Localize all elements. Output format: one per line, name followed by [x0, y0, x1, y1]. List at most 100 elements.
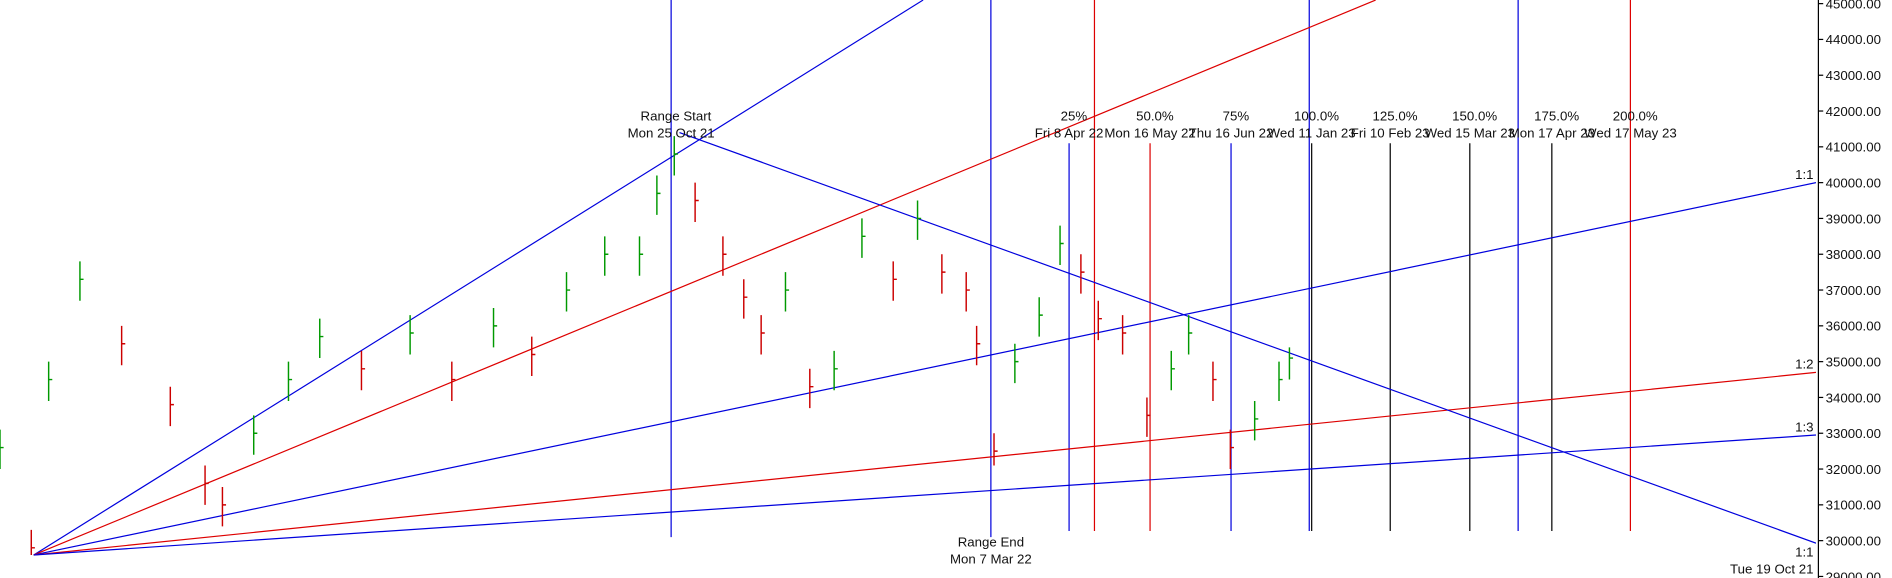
cycle-date: Wed 15 Mar 23 [1425, 126, 1515, 141]
ohlc-bar [892, 261, 897, 301]
cycle-label: 25% [1061, 109, 1088, 124]
plot-area [0, 0, 1816, 556]
ohlc-bar [47, 361, 53, 402]
ohlc-bar [1187, 315, 1193, 355]
cycle-date: Thu 16 Jun 22 [1189, 126, 1274, 141]
ohlc-bar [252, 415, 258, 455]
fan-date: Tue 19 Oct 21 [1730, 561, 1814, 576]
cycle-date: Mon 25 Oct 21 [628, 126, 715, 141]
fan-line [33, 0, 1376, 556]
ohlc-bar [784, 272, 790, 312]
ohlc-bar [760, 315, 765, 355]
ohlc-bar [743, 279, 748, 319]
cycle-label: Range Start [641, 109, 712, 124]
y-tick-label: 40000.00 [1826, 175, 1881, 190]
y-tick-label: 42000.00 [1826, 104, 1881, 119]
cycle-label: 50.0% [1136, 109, 1174, 124]
ohlc-bar [1014, 343, 1019, 384]
ohlc-bar [492, 307, 498, 348]
cycle-date: Mon 16 May 22 [1104, 126, 1195, 141]
cycle-label: Range End [958, 535, 1024, 550]
y-tick-label: 31000.00 [1826, 498, 1881, 513]
cycle-label: 200.0% [1613, 109, 1658, 124]
ohlc-bar [30, 529, 35, 555]
y-tick-label: 36000.00 [1826, 319, 1881, 334]
cycle-date: Fri 8 Apr 22 [1035, 126, 1104, 141]
cycle-date: Wed 17 May 23 [1584, 126, 1677, 141]
fan-label: 1:3 [1795, 419, 1813, 434]
ohlc-bar [722, 236, 727, 276]
ohlc-bar [1080, 254, 1085, 294]
ohlc-bar [809, 368, 814, 409]
fan-line [33, 0, 924, 556]
ohlc-bar [409, 315, 414, 355]
cycle-label: 100.0% [1294, 109, 1339, 124]
y-tick-label: 37000.00 [1826, 283, 1881, 298]
ohlc-bar [1288, 347, 1294, 380]
ohlc-bar [451, 361, 456, 402]
cycle-label: 125.0% [1373, 109, 1418, 124]
y-tick-label: 41000.00 [1826, 140, 1881, 155]
ohlc-bar [120, 325, 126, 366]
fan-line [33, 371, 1816, 556]
ohlc-bar [1170, 350, 1175, 391]
y-tick-label: 44000.00 [1826, 32, 1881, 47]
ohlc-bar [1212, 361, 1217, 402]
ohlc-bar [169, 386, 174, 427]
y-tick-label: 43000.00 [1826, 68, 1881, 83]
ohlc-bar [673, 136, 678, 176]
ohlc-bar [1038, 297, 1043, 337]
fan-label: 1:2 [1795, 357, 1813, 372]
y-tick-label: 39000.00 [1826, 211, 1881, 226]
ohlc-bar [221, 486, 227, 527]
y-tick-label: 33000.00 [1826, 426, 1881, 441]
ohlc-bar [1097, 300, 1102, 341]
ohlc-bar [1121, 315, 1127, 355]
y-tick-label: 35000.00 [1826, 354, 1881, 369]
y-tick-label: 38000.00 [1826, 247, 1881, 262]
ohlc-bar [287, 361, 293, 402]
ohlc-bar [531, 336, 536, 376]
y-tick-label: 45000.00 [1826, 0, 1881, 11]
ohlc-bar [204, 465, 209, 505]
cycle-date: Fri 10 Feb 23 [1351, 126, 1430, 141]
ohlc-bar [861, 218, 866, 258]
ohlc-bar [694, 182, 699, 223]
ohlc-bar [1229, 429, 1234, 470]
cycle-label: 175.0% [1534, 109, 1579, 124]
ohlc-bar [1253, 401, 1259, 441]
ohlc-bar [79, 261, 84, 301]
fan-line [33, 434, 1816, 556]
ohlc-bar [656, 175, 661, 215]
y-tick-label: 34000.00 [1826, 390, 1881, 405]
ohlc-bar [1059, 225, 1064, 265]
ohlc-bar [604, 236, 609, 276]
y-tick-label: 29000.00 [1826, 569, 1881, 578]
cycle-label: 150.0% [1452, 109, 1497, 124]
ohlc-bar [638, 236, 644, 276]
cycle-date: Mon 7 Mar 22 [950, 552, 1032, 567]
ohlc-bar [0, 429, 4, 470]
ohlc-bar [1278, 361, 1283, 402]
y-tick-label: 30000.00 [1826, 533, 1881, 548]
ohlc-bar [965, 272, 970, 312]
ohlc-bar [565, 272, 571, 312]
ohlc-bar [975, 325, 981, 366]
fan-line [679, 131, 1816, 544]
fan-label: 1:1 [1795, 544, 1813, 559]
ohlc-bar [319, 318, 324, 359]
ohlc-bar [993, 433, 998, 466]
fan-label: 1:1 [1795, 167, 1813, 182]
y-tick-label: 32000.00 [1826, 462, 1881, 477]
ohlc-bar [360, 350, 366, 391]
cycle-label: 75% [1223, 109, 1250, 124]
ohlc-bar [1146, 397, 1151, 437]
cycle-date: Mon 17 Apr 23 [1509, 126, 1595, 141]
cycle-date: Wed 11 Jan 23 [1268, 126, 1356, 141]
ohlc-bar [941, 254, 946, 294]
ohlc-bar [916, 200, 922, 240]
fan-line [33, 182, 1816, 556]
ohlc-bar [833, 350, 838, 391]
